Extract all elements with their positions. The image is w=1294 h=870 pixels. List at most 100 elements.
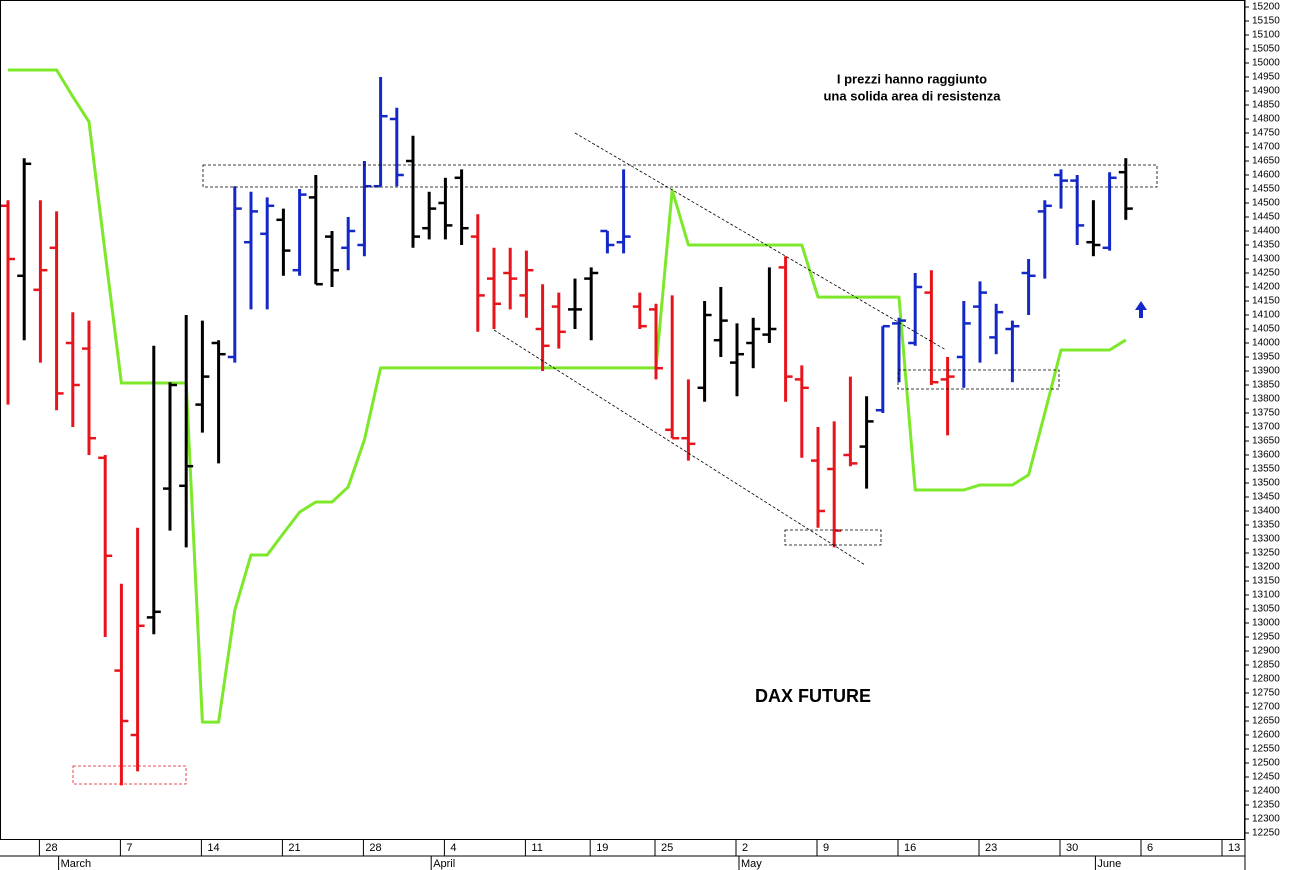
ohlc-bar <box>908 273 923 346</box>
ohlc-bar <box>778 256 793 402</box>
ohlc-bar <box>276 208 291 276</box>
ohlc-bar <box>82 320 96 455</box>
y-tick-label: 14200 <box>1252 282 1280 293</box>
month-label: March <box>61 858 92 870</box>
x-tick-label: 28 <box>369 842 381 854</box>
x-tick-label: 13 <box>1228 842 1240 854</box>
ohlc-bar <box>114 583 129 786</box>
ohlc-bar <box>1054 169 1068 209</box>
trend-line <box>493 329 866 566</box>
annotation: una solida area di resistenza <box>823 88 1001 103</box>
annotation-shapes <box>72 132 1158 785</box>
y-tick-label: 13500 <box>1252 478 1280 489</box>
y-tick-label: 13550 <box>1252 464 1280 475</box>
y-tick-label: 12800 <box>1252 674 1280 685</box>
y-tick-label: 13150 <box>1252 576 1280 587</box>
ohlc-bar <box>875 324 890 413</box>
y-tick-label: 14500 <box>1252 198 1280 209</box>
y-tick-label: 12300 <box>1252 814 1280 825</box>
ohlc-bar <box>519 250 534 318</box>
x-tick-label: 4 <box>450 842 456 854</box>
ohlc-bar <box>65 312 80 427</box>
ohlc-bar <box>665 295 680 440</box>
ohlc-bar <box>730 323 744 397</box>
ohlc-bar <box>989 303 1004 355</box>
ohlc-bar <box>794 365 809 458</box>
y-tick-label: 13000 <box>1252 618 1280 629</box>
y-tick-label: 13250 <box>1252 548 1280 559</box>
y-tick-label: 14850 <box>1252 100 1280 111</box>
ohlc-bar <box>584 267 599 341</box>
y-tick-label: 13400 <box>1252 506 1280 517</box>
x-tick-label: 28 <box>45 842 57 854</box>
ohlc-bar <box>503 247 518 310</box>
month-label: April <box>433 858 455 870</box>
y-tick-label: 13350 <box>1252 520 1280 531</box>
up-arrow <box>1135 301 1147 318</box>
x-tick-label: 21 <box>288 842 300 854</box>
ohlc-bar <box>260 197 275 310</box>
x-tick-label: 30 <box>1066 842 1078 854</box>
y-tick-label: 12950 <box>1252 632 1280 643</box>
plot <box>1 68 1133 786</box>
x-tick-label: 2 <box>742 842 748 854</box>
ohlc-bar <box>341 217 356 271</box>
ohlc-bar <box>357 161 372 257</box>
chart-title: DAX FUTURE <box>755 686 871 706</box>
ohlc-bar <box>487 247 501 329</box>
y-tick-label: 12400 <box>1252 786 1280 797</box>
ohlc-bar <box>697 301 712 402</box>
plot-frame <box>0 0 1245 840</box>
ohlc-bar <box>389 107 404 187</box>
y-tick-label: 14150 <box>1252 296 1280 307</box>
ohlc-bar <box>17 158 32 341</box>
ohlc-bar <box>1 200 15 405</box>
y-tick-label: 13700 <box>1252 422 1280 433</box>
ohlc-bar <box>244 191 258 310</box>
y-tick-label: 14100 <box>1252 310 1280 321</box>
annotation: I prezzi hanno raggiunto <box>837 71 987 86</box>
y-tick-label: 12850 <box>1252 660 1280 671</box>
y-tick-label: 13950 <box>1252 352 1280 363</box>
ohlc-bar <box>616 169 631 254</box>
y-tick-label: 14350 <box>1252 240 1280 251</box>
trend-line <box>574 132 947 351</box>
x-tick-label: 9 <box>823 842 829 854</box>
y-tick-label: 14600 <box>1252 170 1280 181</box>
ohlc-bar <box>1102 172 1117 251</box>
ohlc-bar <box>325 231 339 287</box>
y-tick-label: 13650 <box>1252 436 1280 447</box>
ohlc-bar <box>1005 320 1020 383</box>
y-tick-label: 12500 <box>1252 758 1280 769</box>
y-tick-label: 12650 <box>1252 716 1280 727</box>
ohlc-bar <box>438 177 453 240</box>
x-tick-label: 6 <box>1147 842 1153 854</box>
ohlc-bar <box>470 214 485 332</box>
y-tick-label: 13850 <box>1252 380 1280 391</box>
y-tick-label: 12550 <box>1252 744 1280 755</box>
ohlc-bar <box>292 189 307 276</box>
ohlc-bar <box>892 317 906 383</box>
y-tick-label: 13450 <box>1252 492 1280 503</box>
x-tick-label: 14 <box>207 842 219 854</box>
ohlc-bar <box>1021 259 1036 315</box>
ohlc-bar <box>681 379 696 461</box>
ohlc-bar <box>632 292 647 329</box>
support-box <box>897 369 1060 390</box>
y-tick-label: 14700 <box>1252 142 1280 153</box>
y-tick-label: 13750 <box>1252 408 1280 419</box>
y-tick-label: 14650 <box>1252 156 1280 167</box>
x-tick-label: 23 <box>985 842 997 854</box>
y-tick-label: 13600 <box>1252 450 1280 461</box>
ohlc-bar <box>179 315 194 548</box>
x-tick-label: 19 <box>596 842 608 854</box>
ohlc-bar <box>98 455 113 637</box>
y-tick-label: 14050 <box>1252 324 1280 335</box>
ohlc-bar <box>146 345 161 635</box>
ohlc-bar <box>859 396 874 489</box>
month-label: June <box>1097 858 1121 870</box>
ohlc-bar <box>956 301 971 388</box>
y-tick-label: 15200 <box>1252 2 1280 13</box>
ohlc-bar <box>130 527 145 772</box>
ohlc-bar <box>373 77 388 188</box>
